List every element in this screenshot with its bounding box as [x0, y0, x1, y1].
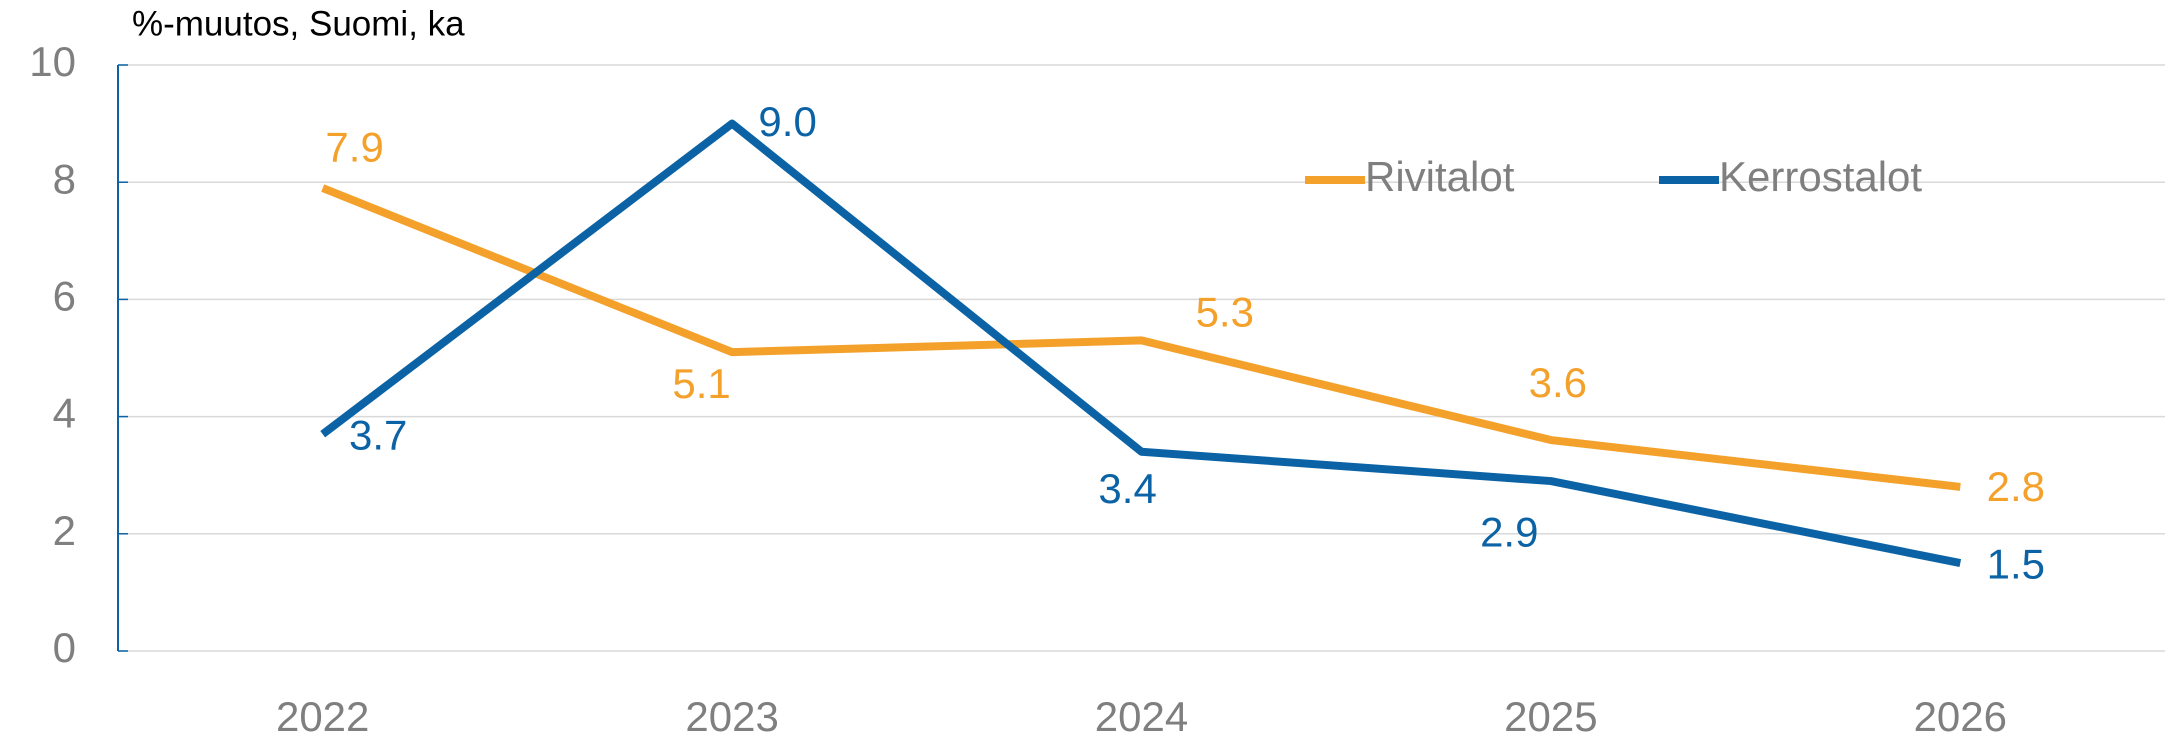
data-label: 3.7 [349, 411, 407, 458]
series-line [321, 184, 1961, 491]
y-tick-label: 0 [53, 624, 76, 671]
y-tick-label: 10 [29, 38, 76, 85]
axis-title: %-muutos, Suomi, ka [132, 4, 465, 43]
data-label: 5.3 [1196, 289, 1254, 336]
x-tick-label: 2024 [1095, 693, 1188, 740]
data-label: 3.4 [1098, 465, 1156, 512]
series-line [320, 119, 1962, 568]
y-tick-label: 8 [53, 155, 76, 202]
y-tick-label: 6 [53, 272, 76, 319]
legend-label: Kerrostalot [1719, 153, 1922, 200]
x-tick-label: 2026 [1914, 693, 2007, 740]
data-label: 2.9 [1480, 508, 1538, 555]
data-label: 3.6 [1529, 359, 1587, 406]
data-label: 7.9 [325, 124, 383, 171]
legend-label: Rivitalot [1365, 153, 1515, 200]
data-label: 5.1 [672, 360, 730, 407]
x-tick-label: 2025 [1504, 693, 1597, 740]
data-label: 2.8 [1987, 463, 2045, 510]
x-tick-label: 2023 [685, 693, 778, 740]
x-tick-label: 2022 [276, 693, 369, 740]
data-label: 9.0 [758, 98, 816, 145]
y-tick-label: 2 [53, 507, 76, 554]
y-tick-label: 4 [53, 390, 76, 437]
data-label: 1.5 [1987, 540, 2045, 587]
